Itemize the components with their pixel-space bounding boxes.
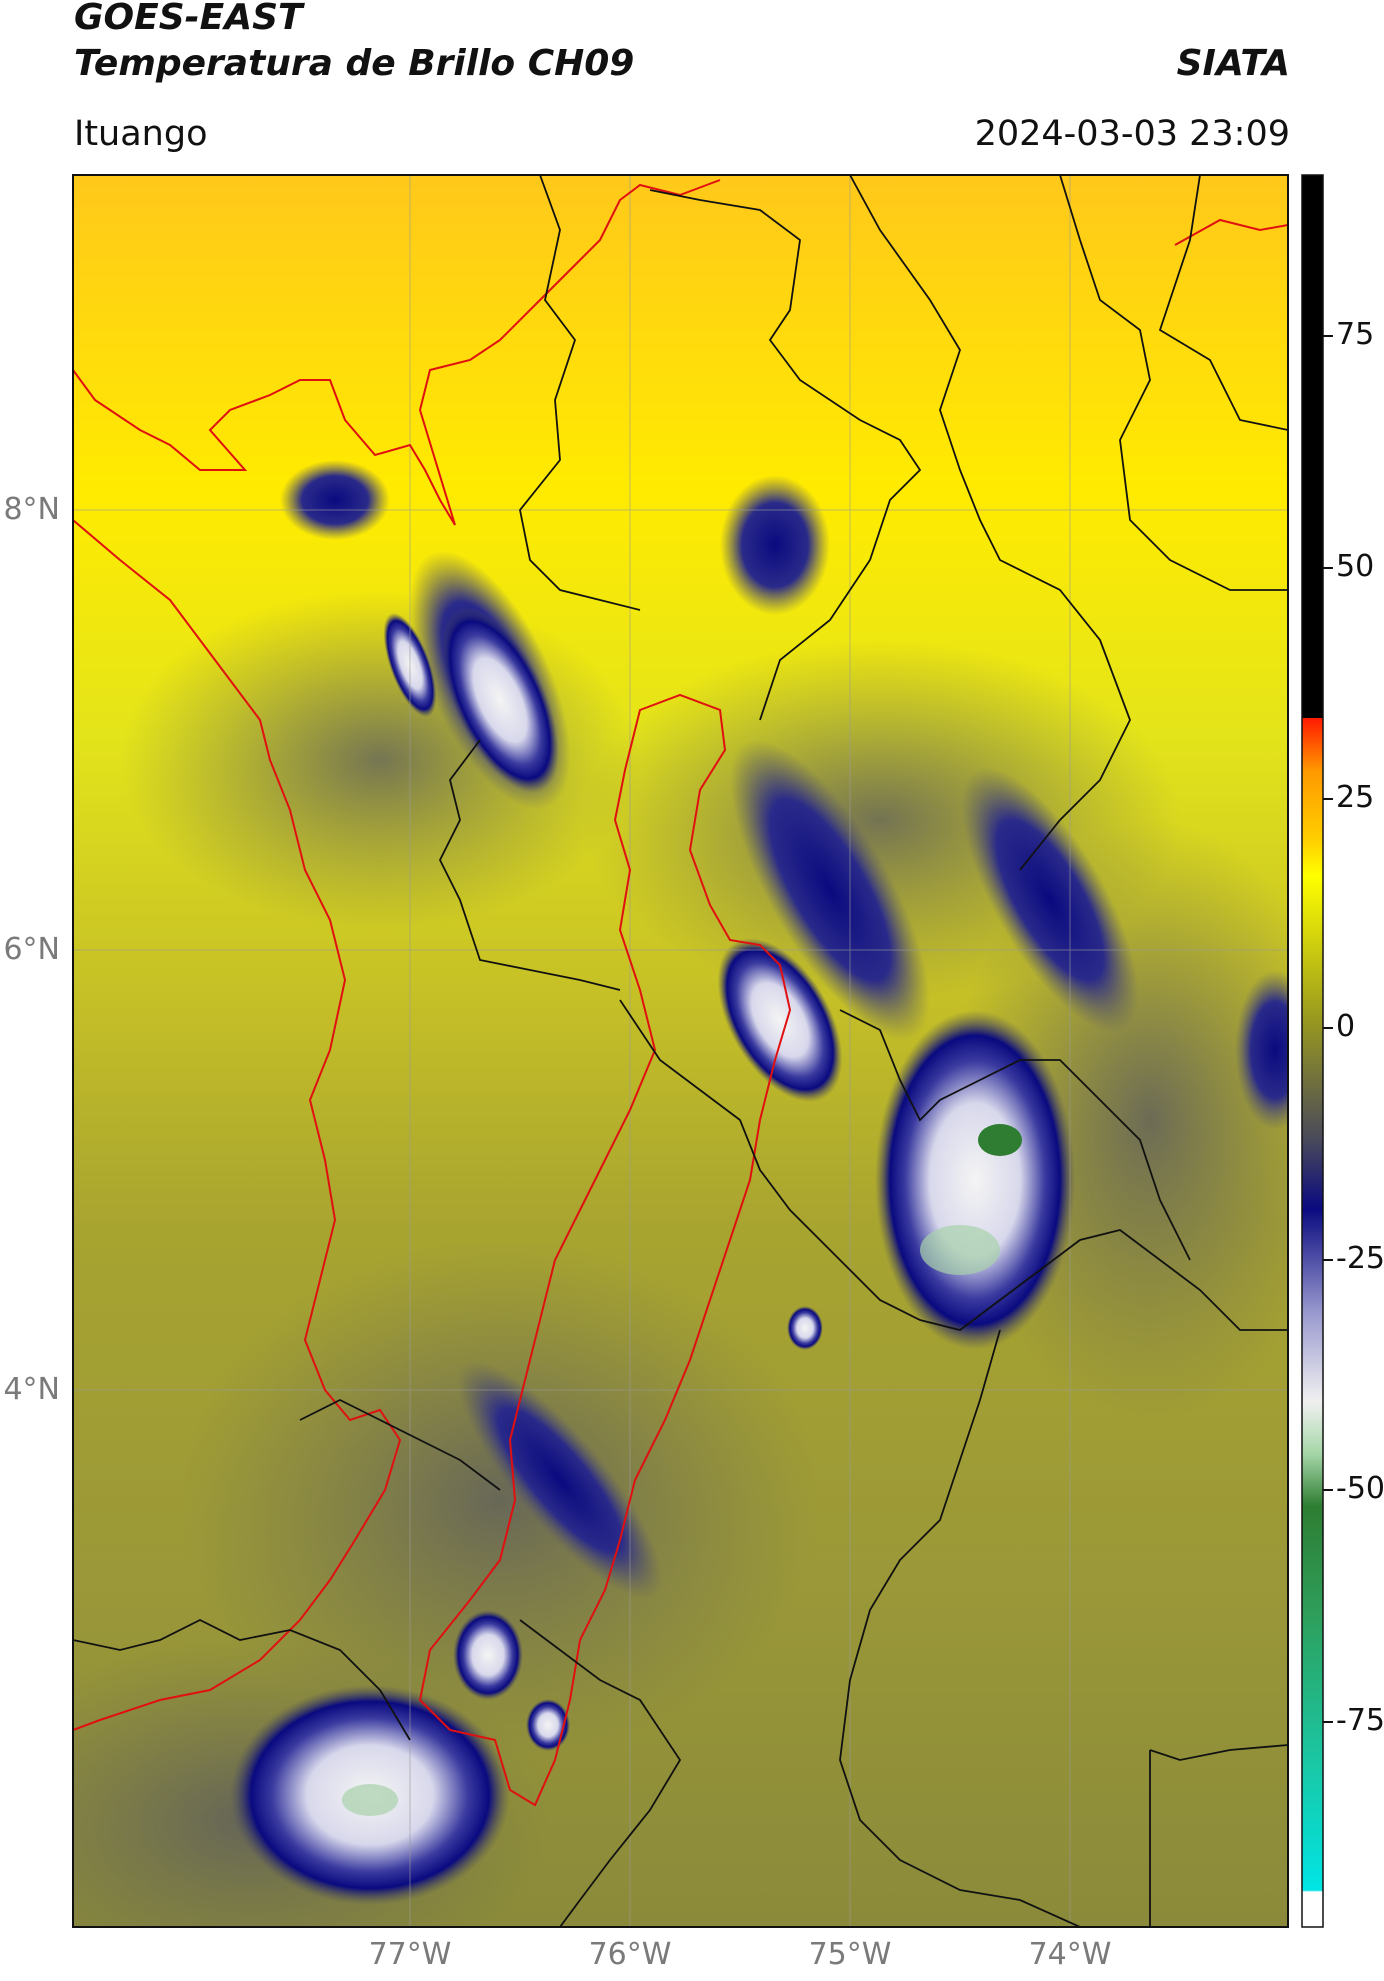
colorbar-tick-0: 0 [1336, 1009, 1356, 1044]
colorbar-tick-mark [1323, 1721, 1333, 1723]
admin-boundaries [73, 175, 1288, 1927]
colorbar-tick-minus75: -75 [1336, 1703, 1384, 1738]
colorbar-tick-mark [1323, 1259, 1333, 1261]
colorbar-tick-mark [1323, 798, 1333, 800]
colorbar-tick-mark [1323, 567, 1333, 569]
lat-label-6n: 6°N [3, 932, 60, 967]
coastline-east [1174, 218, 1288, 246]
lat-label-8n: 8°N [3, 492, 60, 527]
colorbar-tick-minus25: -25 [1336, 1241, 1384, 1276]
lon-label-76w: 76°W [588, 1937, 672, 1972]
title-line-2: Temperatura de Brillo CH09 [74, 43, 635, 84]
colorbar-tick-50: 50 [1336, 549, 1375, 584]
lon-label-77w: 77°W [368, 1937, 452, 1972]
colorbar [1301, 174, 1324, 1928]
brightness-temperature-field [73, 175, 1288, 1927]
location-label: Ituango [74, 114, 208, 154]
basin-outline [418, 693, 792, 1807]
datetime-label: 2024-03-03 23:09 [974, 114, 1290, 154]
colorbar-tick-minus50: -50 [1336, 1471, 1384, 1506]
map-frame [72, 174, 1289, 1928]
lat-label-4n: 4°N [3, 1372, 60, 1407]
colorbar-tick-mark [1323, 335, 1333, 337]
agency-label: SIATA [1176, 43, 1290, 84]
title-line-1: GOES-EAST [74, 0, 303, 38]
coastline [73, 179, 721, 1731]
colorbar-tick-mark [1323, 1489, 1333, 1491]
colorbar-tick-25: 25 [1336, 780, 1375, 815]
colorbar-tick-75: 75 [1336, 317, 1375, 352]
lon-label-75w: 75°W [808, 1937, 892, 1972]
lon-label-74w: 74°W [1028, 1937, 1112, 1972]
colorbar-tick-mark [1323, 1027, 1333, 1029]
gridlines [73, 175, 1288, 1927]
